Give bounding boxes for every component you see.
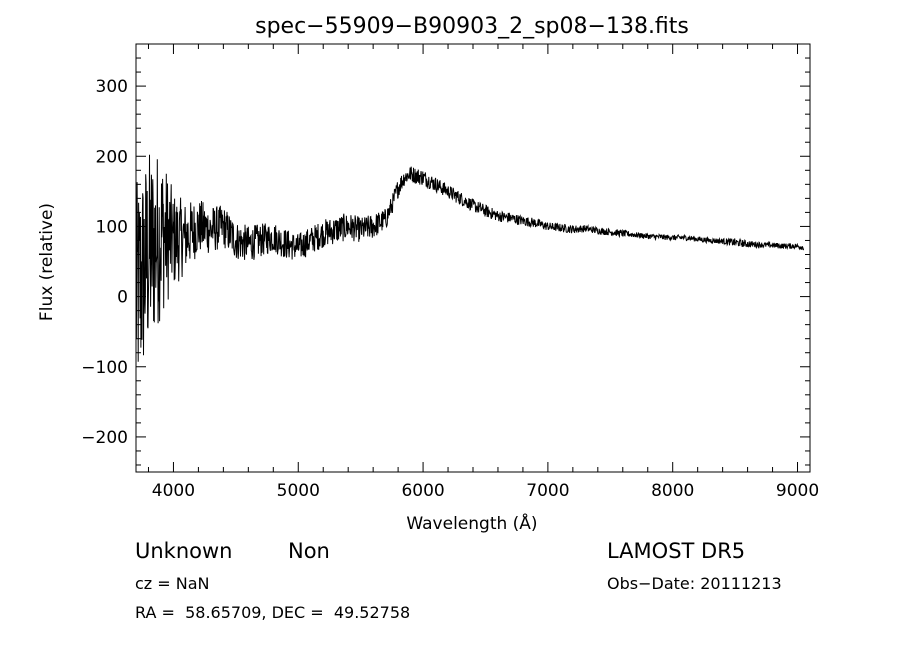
- x-axis-ticks: 4000 5000 6000 7000 8000 9000: [147, 44, 819, 501]
- x-tick-label: 7000: [526, 481, 569, 501]
- ra-dec: RA = 58.65709, DEC = 49.52758: [135, 603, 411, 622]
- y-tick-label: 100: [96, 217, 128, 237]
- y-tick-label: 300: [96, 77, 128, 97]
- x-tick-label: 4000: [152, 481, 195, 501]
- y-axis-ticks: −200 −100 0 100 200 300: [81, 57, 810, 466]
- y-tick-label: −100: [81, 358, 128, 378]
- survey-name: LAMOST DR5: [607, 539, 746, 563]
- x-tick-label: 8000: [651, 481, 694, 501]
- spectrum-series-line: [136, 154, 805, 362]
- x-tick-label: 5000: [277, 481, 320, 501]
- x-tick-label: 6000: [401, 481, 444, 501]
- redshift-cz: cz = NaN: [135, 574, 210, 593]
- plot-frame: [135, 43, 811, 473]
- object-subclass: Non: [288, 539, 330, 563]
- y-tick-label: −200: [81, 428, 128, 448]
- series-layer: [136, 154, 805, 362]
- object-class: Unknown: [135, 539, 233, 563]
- y-tick-label: 200: [96, 147, 128, 167]
- x-tick-label: 9000: [776, 481, 819, 501]
- observation-date: Obs−Date: 20111213: [607, 574, 782, 593]
- chart-title: spec−55909−B90903_2_sp08−138.fits: [255, 14, 689, 39]
- y-axis-label: Flux (relative): [37, 203, 57, 321]
- y-tick-label: 0: [117, 288, 128, 308]
- x-axis-label: Wavelength (Å): [406, 512, 537, 534]
